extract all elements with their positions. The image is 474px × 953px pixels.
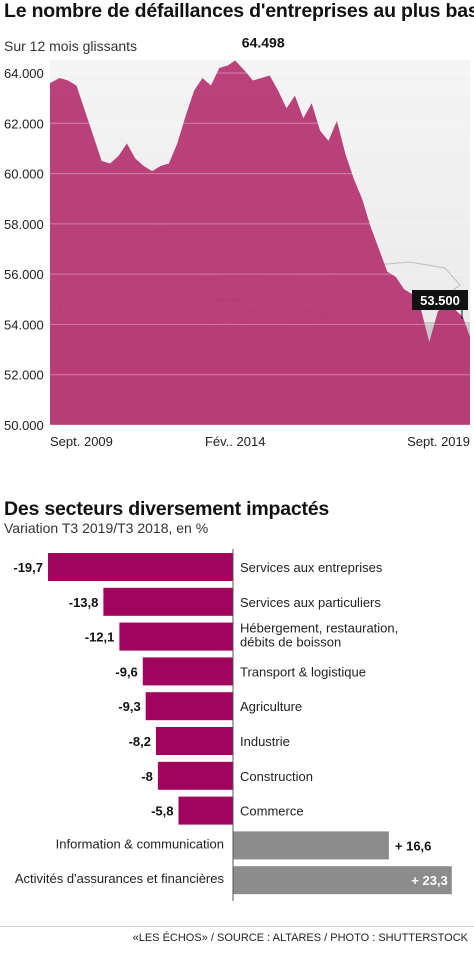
category-label: Commerce	[240, 804, 304, 819]
x-tick-label: Fév.. 2014	[205, 434, 265, 449]
y-tick-label: 52.000	[4, 368, 44, 383]
category-label: Industrie	[240, 734, 290, 749]
bar-negative	[157, 761, 233, 790]
category-label: Information & communication	[56, 836, 224, 851]
bar-value-label: -5,8	[151, 804, 173, 819]
y-tick-label: 58.000	[4, 217, 44, 232]
y-tick-label: 50.000	[4, 418, 44, 433]
bar-negative	[156, 727, 233, 755]
bar-negative	[142, 657, 233, 686]
y-tick-label: 54.000	[4, 317, 44, 332]
bar-value-label: + 16,6	[395, 838, 432, 853]
bar-value-label: -8	[141, 769, 153, 784]
bar-positive	[233, 866, 452, 895]
category-label: Construction	[240, 769, 313, 784]
peak-value-label: 64.498	[242, 34, 285, 50]
category-label: Services aux particuliers	[240, 595, 381, 610]
category-label: Agriculture	[240, 699, 302, 714]
bar-value-label: -19,7	[13, 560, 43, 575]
sectors-bar-chart: -19,7 Services aux entreprises -13,8 Servic…	[13, 549, 452, 901]
bar-value-label: -9,3	[118, 699, 140, 714]
category-label: débits de boisson	[240, 635, 341, 650]
y-tick-label: 62.000	[4, 116, 44, 131]
bar-negative	[119, 622, 233, 651]
y-tick-label: 64.000	[4, 66, 44, 81]
y-tick-label: 60.000	[4, 167, 44, 182]
x-tick-label: Sept. 2009	[50, 434, 113, 449]
bar-value-label: -9,6	[115, 664, 137, 679]
footer-divider	[0, 926, 474, 927]
bar-value-label: + 23,3	[411, 873, 448, 888]
bar-value-label: -12,1	[85, 630, 115, 645]
chart-title-failures: Le nombre de défaillances d'entreprises …	[4, 0, 474, 22]
x-tick-label: Sept. 2019	[407, 434, 470, 449]
bar-value-label: -8,2	[129, 734, 151, 749]
bar-negative	[103, 587, 234, 616]
last-value-label: 53.500	[420, 293, 460, 308]
category-label: Transport & logistique	[240, 664, 366, 679]
category-label: Services aux entreprises	[240, 560, 383, 575]
bar-negative	[48, 553, 233, 581]
footer-credit: «LES ÉCHOS» / SOURCE : ALTARES / PHOTO :…	[132, 932, 468, 944]
failures-area-chart: XL 64.00062.00060.00058.00056.00054.0005…	[4, 34, 470, 449]
chart-title-sectors: Des secteurs diversement impactés	[4, 498, 330, 520]
failures-area-series	[50, 60, 470, 425]
bar-positive	[233, 831, 389, 860]
y-tick-label: 56.000	[4, 267, 44, 282]
category-label: Activités d'assurances et financières	[15, 871, 225, 886]
category-label: Hébergement, restauration,	[240, 621, 398, 636]
chart-subtitle-failures: Sur 12 mois glissants	[4, 38, 138, 54]
chart-subtitle-sectors: Variation T3 2019/T3 2018, en %	[4, 520, 209, 536]
bar-negative	[145, 692, 233, 721]
bar-value-label: -13,8	[69, 595, 99, 610]
bar-negative	[178, 796, 233, 825]
last-value-box	[412, 290, 468, 310]
